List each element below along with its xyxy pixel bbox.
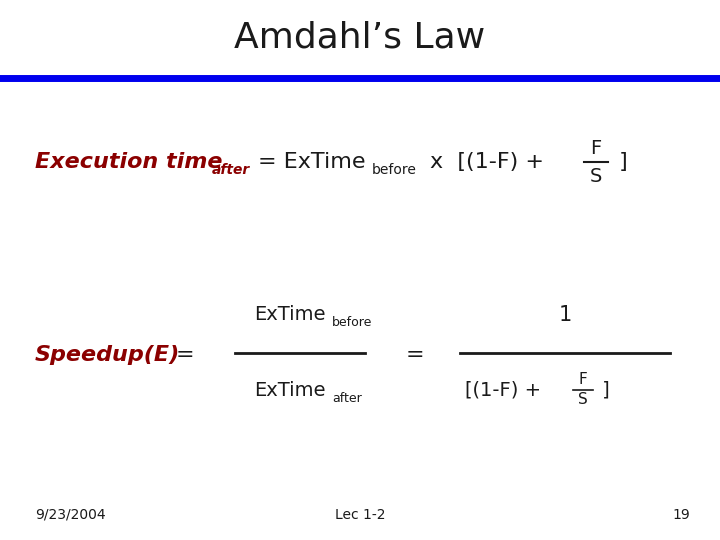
Text: =: = <box>176 345 194 365</box>
Text: x  [(1-F) +: x [(1-F) + <box>430 152 544 172</box>
Text: F: F <box>579 373 588 388</box>
Text: before: before <box>332 316 372 329</box>
Text: Execution time: Execution time <box>35 152 222 172</box>
Text: 19: 19 <box>672 508 690 522</box>
Text: [(1-F) +: [(1-F) + <box>465 381 541 400</box>
Text: F: F <box>590 138 602 158</box>
Text: =: = <box>405 345 424 365</box>
Text: after: after <box>212 163 251 177</box>
Text: Amdahl’s Law: Amdahl’s Law <box>235 21 485 55</box>
Text: = ExTime: = ExTime <box>258 152 366 172</box>
Text: Lec 1-2: Lec 1-2 <box>335 508 385 522</box>
Text: Speedup(E): Speedup(E) <box>35 345 180 365</box>
Text: ]: ] <box>612 152 628 172</box>
Text: ExTime: ExTime <box>254 306 325 325</box>
Text: 9/23/2004: 9/23/2004 <box>35 508 106 522</box>
Text: before: before <box>372 163 417 177</box>
Text: ExTime: ExTime <box>254 381 325 400</box>
Text: S: S <box>590 166 602 186</box>
Text: 1: 1 <box>559 305 572 325</box>
Text: ]: ] <box>596 381 610 400</box>
Text: after: after <box>332 392 361 404</box>
Text: S: S <box>578 393 588 408</box>
